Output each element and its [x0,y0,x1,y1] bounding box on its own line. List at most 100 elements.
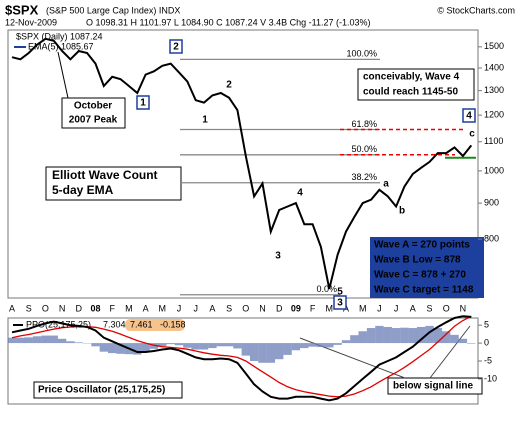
histogram-bar [391,328,401,344]
histogram-bar [425,325,434,344]
x-tick-label: J [394,303,399,313]
note-box [45,166,182,201]
fib-label: 61.8% [351,119,377,129]
note-box [370,237,484,298]
x-tick-label: O [242,303,249,313]
wave-label: 4 [466,111,472,122]
x-tick-label: N [460,303,467,313]
x-tick-label: D [276,303,283,313]
histogram-bar [116,343,125,354]
y-tick-label: 1500 [484,41,504,51]
histogram-bar [325,343,334,348]
histogram-bar [108,343,117,354]
ticker: $SPX [5,2,39,17]
fib-label: 0.0% [316,284,337,294]
x-tick-label: D [76,303,83,313]
histogram-bar [341,340,351,344]
subtitle: (S&P 500 Large Cap Index) INDX [46,5,180,15]
histogram-bar [400,327,409,344]
price-line [11,37,473,290]
note-text: Wave A = 270 points [374,240,470,251]
x-tick-label: A [143,303,149,313]
arrow [429,325,471,379]
wave-box [333,295,347,310]
histogram-bar [199,343,209,350]
histogram-bar [408,328,417,344]
note-text: conceivably, Wave 4 [363,72,460,83]
histogram-bar [350,335,359,344]
x-tick-label: 09 [291,303,301,313]
note-text: Elliott Wave Count [52,168,158,182]
x-tick-label: 08 [90,303,100,313]
histogram-bar [133,343,142,355]
y-tick-label: 1200 [484,109,504,119]
histogram-bar [333,343,342,345]
y-tick-label: 900 [484,197,499,207]
note-box [387,377,483,395]
histogram-bar [208,343,217,349]
wave-label: 3 [275,251,281,262]
histogram-bar [158,343,167,346]
y-tick-label: -5 [484,355,492,365]
wave-label: 4 [297,188,303,199]
fib-label: 100.0% [346,49,377,59]
x-tick-label: S [26,303,32,313]
note-box [61,97,126,129]
fib-label: 50.0% [351,144,377,154]
x-tick-label: J [193,303,198,313]
histogram-bar [32,336,42,344]
histogram-bar [24,337,33,344]
x-tick-label: A [410,303,416,313]
wave-label: 2 [173,42,179,53]
histogram-bar [266,343,276,363]
wave-label: 1 [202,115,208,126]
note-text: could reach 1145-50 [363,87,458,98]
histogram-bar [183,343,192,348]
wave-label: 5 [337,287,343,298]
histogram-bar [467,343,476,344]
x-tick-label: J [377,303,382,313]
x-tick-label: S [226,303,232,313]
histogram-bar [383,326,392,344]
histogram-bar [366,328,376,344]
histogram-bar [241,343,250,356]
histogram-bar [91,343,100,347]
histogram-bar [174,343,184,346]
x-tick-label: M [159,303,167,313]
wave-box [169,39,183,54]
histogram-bar [7,337,17,344]
histogram-bar [41,335,50,344]
histogram-bar [166,343,175,345]
y-tick-label: 1400 [484,62,504,72]
histogram-bar [416,326,426,344]
x-tick-label: N [59,303,66,313]
date: 12-Nov-2009 [5,17,57,27]
ppo-title: PPO(25,175,25) [26,319,91,329]
x-tick-label: J [177,303,182,313]
note-text: October [74,101,112,112]
wave-box [136,95,150,110]
y-tick-label: 1300 [484,85,504,95]
note-text: Wave B Low = 878 [374,255,461,266]
arrow [57,51,69,99]
histogram-bar [216,343,225,347]
x-tick-label: O [443,303,450,313]
wave-label: 2 [226,80,232,91]
histogram-bar [49,335,58,344]
histogram-bar [141,343,150,353]
value-highlight [125,319,185,331]
wave-label: b [399,206,405,217]
histogram-bar [450,334,459,344]
histogram-bar [275,343,284,360]
wave-label: c [469,129,475,140]
histogram-bar [316,343,326,348]
y-tick-label: -10 [484,373,497,383]
histogram-bar [291,343,301,351]
histogram-bar [57,338,67,344]
x-tick-label: M [125,303,133,313]
source: © StockCharts.com [437,5,515,15]
histogram-bar [149,343,159,349]
histogram-bar [99,343,109,352]
wave-label: 1 [140,98,146,109]
